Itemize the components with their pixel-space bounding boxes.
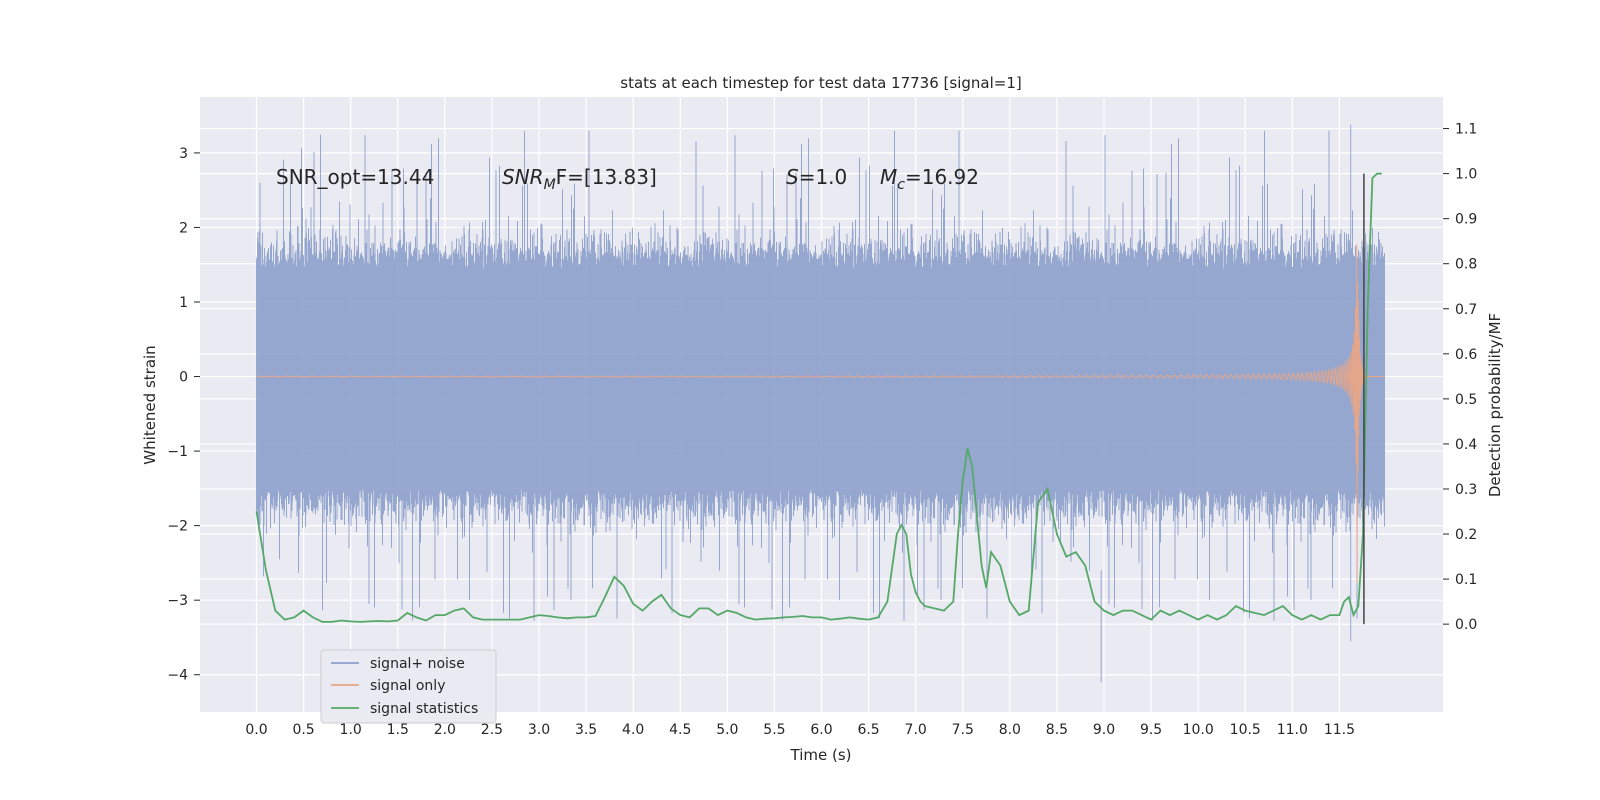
y-axis-label: Whitened strain — [141, 345, 159, 464]
x-tick-label: 10.0 — [1183, 722, 1214, 738]
x-tick-label: 10.5 — [1230, 722, 1261, 738]
x-tick-label: 11.5 — [1324, 722, 1355, 738]
y-tick-label: 2 — [179, 220, 188, 236]
y-tick-label: −2 — [167, 519, 188, 535]
s-rest: =1.0 — [799, 165, 848, 189]
x-tick-label: 0.0 — [245, 722, 267, 738]
x-tick-label: 2.0 — [434, 722, 456, 738]
x-tick-label: 4.5 — [669, 722, 691, 738]
x-tick-label: 8.5 — [1046, 722, 1068, 738]
y-tick-label: −4 — [167, 668, 188, 684]
x-tick-label: 5.5 — [763, 722, 785, 738]
signal-only-line — [256, 243, 1385, 583]
y2-tick-label: 0.0 — [1455, 617, 1477, 633]
x-tick-label: 11.0 — [1277, 722, 1308, 738]
y-axis-ticks: 3 2 1 0 −1 −2 −3 −4 — [167, 146, 200, 684]
y-tick-label: 0 — [179, 370, 188, 386]
y2-tick-label: 0.7 — [1455, 302, 1477, 318]
chart-title: stats at each timestep for test data 177… — [620, 74, 1021, 92]
legend-label-signal-noise: signal+ noise — [370, 656, 465, 672]
y2-tick-label: 0.1 — [1455, 572, 1477, 588]
x-tick-label: 6.5 — [857, 722, 879, 738]
y-tick-label: 1 — [179, 295, 188, 311]
y2-tick-label: 0.6 — [1455, 347, 1477, 363]
x-tick-label: 2.5 — [481, 722, 503, 738]
y2-tick-label: 0.3 — [1455, 482, 1477, 498]
annotation-s: S=1.0 — [786, 165, 847, 189]
x-axis-ticks: 0.0 0.5 1.0 1.5 2.0 2.5 3.0 3.5 4.0 4.5 5.0 5.5 6.0 6… — [245, 722, 1355, 738]
x-tick-label: 0.5 — [292, 722, 314, 738]
mc-sub: c — [897, 177, 905, 193]
y2-tick-label: 0.5 — [1455, 392, 1477, 408]
x-tick-label: 7.5 — [952, 722, 974, 738]
x-tick-label: 9.5 — [1140, 722, 1162, 738]
y2-tick-label: 0.8 — [1455, 257, 1477, 273]
y2-axis-ticks: 1.1 1.0 0.9 0.8 0.7 0.6 0.5 0.4 0.3 0.2 0.1 0.0 — [1443, 122, 1477, 633]
y2-tick-label: 0.9 — [1455, 212, 1477, 228]
y2-tick-label: 1.0 — [1455, 167, 1477, 183]
signal-statistics-line — [255, 172, 1382, 623]
x-tick-label: 1.0 — [340, 722, 362, 738]
x-tick-label: 4.0 — [622, 722, 644, 738]
x-tick-label: 5.0 — [716, 722, 738, 738]
y2-tick-label: 1.1 — [1455, 122, 1477, 138]
mc-main: M — [880, 165, 897, 189]
y2-tick-label: 0.2 — [1455, 527, 1477, 543]
x-tick-label: 8.0 — [999, 722, 1021, 738]
annotation-mc: Mc=16.92 — [880, 165, 979, 193]
annotation-snr-opt: SNR_opt=13.44 — [276, 165, 434, 189]
snr-mf-rest: F=[13.83] — [556, 165, 657, 189]
y-tick-label: 3 — [179, 146, 188, 162]
x-tick-label: 1.5 — [387, 722, 409, 738]
legend: signal+ noise signal only signal statist… — [320, 649, 497, 724]
snr-mf-main: SNR — [502, 165, 544, 189]
y2-axis-label: Detection probability/MF — [1486, 313, 1504, 497]
annotation-snr-mf: SNRMF=[13.83] — [502, 165, 657, 193]
s-main: S — [786, 165, 799, 189]
y-tick-label: −1 — [167, 444, 188, 460]
x-tick-label: 6.0 — [810, 722, 832, 738]
signal-only-series — [256, 243, 1385, 583]
legend-box — [320, 649, 497, 724]
y2-tick-label: 0.4 — [1455, 437, 1477, 453]
signal-statistics-series — [255, 172, 1382, 625]
legend-label-signal-only: signal only — [370, 678, 445, 694]
x-tick-label: 3.5 — [575, 722, 597, 738]
x-tick-label: 9.0 — [1093, 722, 1115, 738]
y-tick-label: −3 — [167, 593, 188, 609]
legend-label-signal-statistics: signal statistics — [370, 701, 478, 717]
mc-rest: =16.92 — [905, 165, 979, 189]
x-axis-label: Time (s) — [790, 746, 852, 764]
snr-mf-sub: M — [544, 177, 556, 193]
x-tick-label: 3.0 — [528, 722, 550, 738]
x-tick-label: 7.0 — [905, 722, 927, 738]
